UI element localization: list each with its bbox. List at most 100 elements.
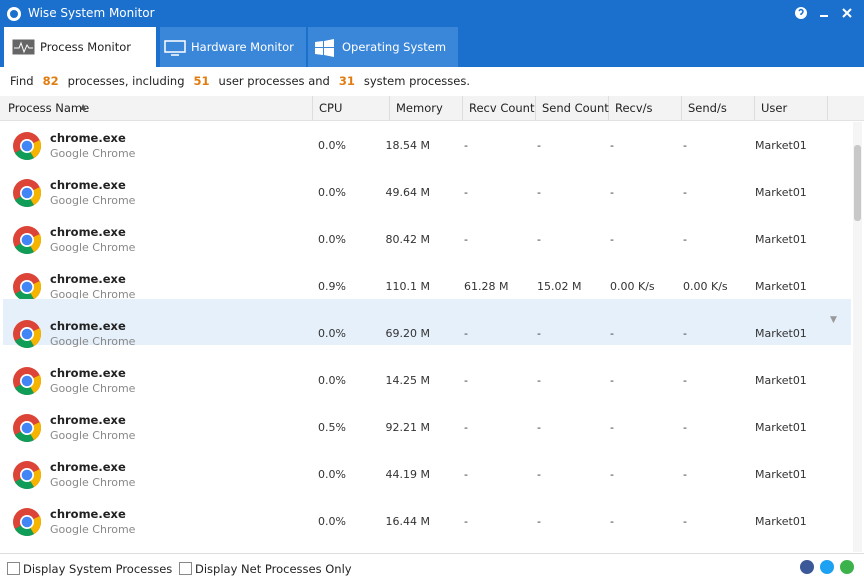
scrollbar[interactable]: [853, 122, 862, 552]
cell: -: [610, 139, 614, 152]
process-description: Google Chrome: [50, 523, 136, 536]
column-header[interactable]: Send/s: [682, 96, 755, 120]
chrome-icon: [13, 367, 42, 395]
sort-arrow: ▲: [80, 102, 87, 111]
tab-label[interactable]: Hardware Monitor: [191, 40, 294, 54]
process-name: chrome.exe: [50, 413, 126, 427]
app-icon: [7, 7, 21, 21]
cell: -: [683, 186, 687, 199]
cell: 0.9%: [318, 280, 346, 293]
process-name: chrome.exe: [50, 225, 126, 239]
cell: -: [610, 233, 614, 246]
cell: 49.64 M: [385, 186, 430, 199]
tab-label[interactable]: Process Monitor: [40, 40, 131, 54]
process-description: Google Chrome: [50, 147, 136, 160]
process-description: Google Chrome: [50, 288, 136, 301]
count: 51: [193, 74, 210, 88]
chrome-icon: [13, 273, 42, 301]
cell: -: [537, 327, 541, 340]
column-header[interactable]: Process Name: [2, 96, 313, 120]
cell: 0.0%: [318, 327, 346, 340]
cell: 92.21 M: [385, 421, 430, 434]
cell: -: [610, 421, 614, 434]
social-icons[interactable]: [799, 559, 859, 575]
cell: Market01: [755, 421, 807, 434]
cell: 110.1 M: [385, 280, 430, 293]
cell: -: [683, 139, 687, 152]
process-name: chrome.exe: [50, 366, 126, 380]
cell: 16.44 M: [385, 515, 430, 528]
column-header[interactable]: CPU: [313, 96, 390, 120]
column-header[interactable]: Memory: [390, 96, 463, 120]
summary-text: Find: [10, 74, 34, 88]
cell: 0.00 K/s: [683, 280, 728, 293]
title-bar: [0, 0, 864, 27]
cell: -: [683, 421, 687, 434]
cell: -: [464, 139, 468, 152]
row-highlight[interactable]: [3, 299, 851, 345]
column-header[interactable]: Recv/s: [609, 96, 682, 120]
cell: Market01: [755, 186, 807, 199]
process-description: Google Chrome: [50, 476, 136, 489]
cell: 14.25 M: [385, 374, 430, 387]
process-description: Google Chrome: [50, 241, 136, 254]
checkbox-label[interactable]: Display System Processes: [23, 562, 173, 576]
cell: -: [537, 374, 541, 387]
checkbox-label[interactable]: Display Net Processes Only: [195, 562, 352, 576]
cell: Market01: [755, 280, 807, 293]
cell: -: [610, 374, 614, 387]
process-name: chrome.exe: [50, 131, 126, 145]
process-description: Google Chrome: [50, 335, 136, 348]
window-controls[interactable]: [790, 4, 860, 24]
cell: 61.28 M: [464, 280, 509, 293]
cell: Market01: [755, 515, 807, 528]
cell: -: [537, 139, 541, 152]
column-header[interactable]: User: [755, 96, 828, 120]
chrome-icon: [13, 461, 42, 489]
table-header: [0, 96, 864, 121]
summary-text: user processes and: [218, 74, 330, 88]
cell: 15.02 M: [537, 280, 582, 293]
cell: 0.0%: [318, 468, 346, 481]
row-menu[interactable]: ▼: [830, 315, 837, 325]
checkbox[interactable]: [179, 562, 192, 575]
chrome-icon: [13, 179, 42, 207]
summary-text: processes, including: [67, 74, 185, 88]
cell: 0.0%: [318, 515, 346, 528]
process-description: Google Chrome: [50, 429, 136, 442]
cell: 44.19 M: [385, 468, 430, 481]
cell: 80.42 M: [385, 233, 430, 246]
count: 31: [338, 74, 355, 88]
column-header[interactable]: Recv Count: [463, 96, 536, 120]
process-name: chrome.exe: [50, 507, 126, 521]
cell: 0.00 K/s: [610, 280, 655, 293]
cell: Market01: [755, 139, 807, 152]
tab-label[interactable]: Operating System: [342, 40, 447, 54]
cell: -: [610, 468, 614, 481]
cell: -: [464, 233, 468, 246]
cell: -: [683, 515, 687, 528]
cell: -: [610, 327, 614, 340]
cell: 18.54 M: [385, 139, 430, 152]
cell: -: [610, 515, 614, 528]
cell: -: [464, 327, 468, 340]
cell: -: [683, 233, 687, 246]
column-header[interactable]: Send Count: [536, 96, 609, 120]
cell: -: [683, 374, 687, 387]
cell: 0.0%: [318, 233, 346, 246]
footer: [0, 553, 864, 585]
tab-icon: [164, 40, 186, 56]
cell: -: [610, 186, 614, 199]
cell: -: [464, 374, 468, 387]
checkbox[interactable]: [7, 562, 20, 575]
cell: -: [464, 421, 468, 434]
process-name: chrome.exe: [50, 178, 126, 192]
scroll-thumb[interactable]: [854, 145, 861, 221]
cell: -: [537, 468, 541, 481]
cell: -: [537, 186, 541, 199]
cell: -: [537, 421, 541, 434]
cell: -: [464, 186, 468, 199]
chrome-icon: [13, 508, 42, 536]
tab-icon: [315, 39, 334, 57]
